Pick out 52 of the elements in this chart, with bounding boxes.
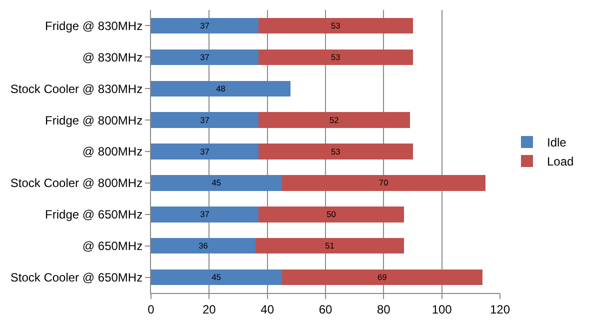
- data-label: 51: [325, 240, 335, 251]
- y-tick-label: Stock Cooler @ 800MHz: [10, 176, 143, 190]
- bar: [258, 49, 413, 66]
- bar: [151, 18, 259, 34]
- bar: [151, 238, 256, 254]
- data-label: 69: [377, 272, 388, 282]
- legend-label: Idle: [546, 136, 567, 150]
- data-label: 53: [330, 146, 341, 156]
- bar: [151, 49, 259, 66]
- data-label: 37: [200, 20, 210, 30]
- x-tick-label: 40: [260, 302, 274, 316]
- data-label: 53: [330, 20, 341, 30]
- y-tick-label: Stock Cooler @ 830MHz: [10, 82, 143, 96]
- bar: [258, 144, 413, 160]
- y-tick-label: Fridge @ 830MHz: [45, 18, 143, 33]
- data-label: 37: [200, 146, 210, 156]
- bar: [258, 206, 404, 222]
- bar: [151, 269, 282, 286]
- data-label: 52: [329, 114, 340, 125]
- x-tick-label: 120: [490, 302, 510, 316]
- y-tick-label: @ 830MHz: [82, 50, 143, 64]
- data-label: 36: [198, 240, 208, 251]
- data-label: 37: [200, 114, 210, 125]
- y-tick-label: @ 650MHz: [82, 239, 143, 254]
- x-tick-label: 0: [148, 302, 155, 316]
- data-label: 37: [200, 209, 210, 220]
- bar: [256, 238, 404, 254]
- data-label: 53: [330, 52, 341, 62]
- legend-label: Load: [546, 154, 574, 169]
- bar: [151, 206, 259, 222]
- x-tick-label: 60: [318, 302, 332, 316]
- data-label: 37: [200, 52, 210, 62]
- bar: [258, 18, 413, 34]
- data-label: 50: [326, 209, 336, 220]
- x-tick-label: 20: [202, 302, 216, 316]
- data-label: 45: [212, 178, 222, 188]
- x-tick-label: 80: [376, 302, 391, 316]
- data-label: 48: [216, 83, 226, 94]
- bar: [282, 269, 483, 286]
- bar: [151, 80, 291, 96]
- bar: [151, 112, 259, 128]
- data-label: 45: [212, 272, 222, 282]
- y-tick-label: Stock Cooler @ 650MHz: [10, 270, 143, 284]
- bar: [258, 112, 410, 128]
- bar: [151, 175, 282, 191]
- y-tick-label: Fridge @ 650MHz: [45, 208, 143, 222]
- y-tick-label: Fridge @ 800MHz: [45, 113, 143, 128]
- bar: [151, 144, 259, 160]
- x-tick-label: 100: [432, 302, 452, 316]
- data-label: 70: [378, 178, 389, 188]
- bar: [282, 175, 486, 191]
- y-tick-label: @ 800MHz: [82, 144, 143, 159]
